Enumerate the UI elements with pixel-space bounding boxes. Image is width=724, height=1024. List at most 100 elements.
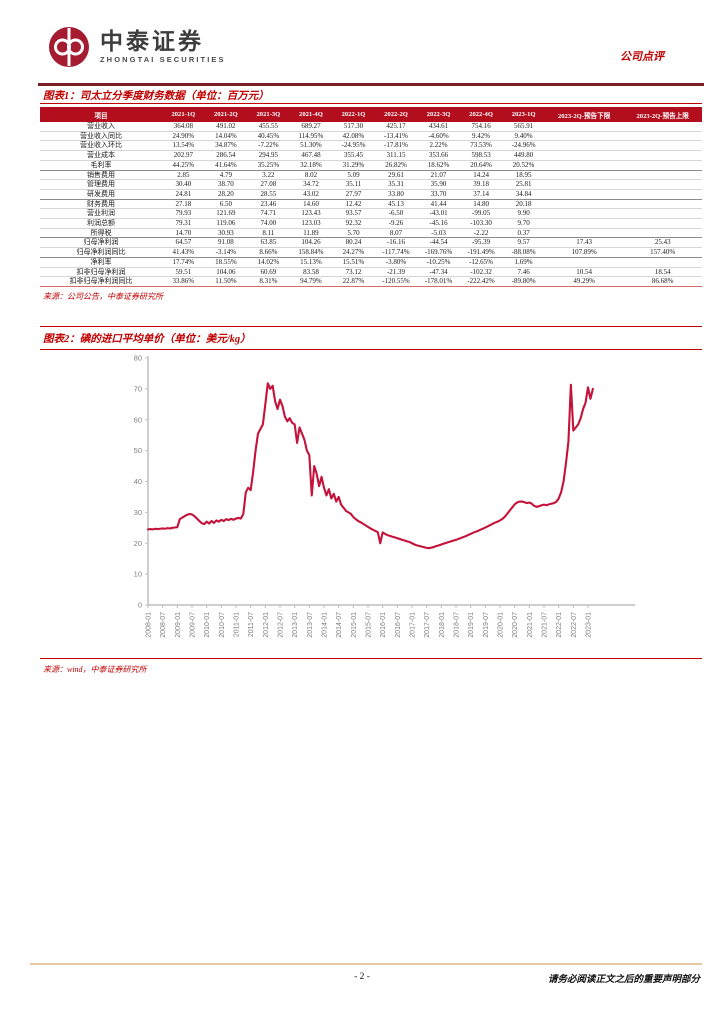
table-cell [544, 257, 624, 268]
table-cell: 425.17 [374, 122, 418, 132]
x-axis-tick-label: 2018-01 [439, 612, 446, 638]
table-cell: 14.70 [162, 228, 205, 239]
table-cell: 25.43 [623, 237, 702, 249]
table-cell: 扣非归母净利润同比 [40, 276, 163, 287]
table-row: 财务费用 27.18 6.50 23.46 14.60 12.42 45.13 41.44 14… [40, 199, 702, 210]
table-cell: 123.03 [289, 218, 333, 229]
table-cell: 23.46 [247, 199, 290, 210]
table-cell: 27.18 [162, 199, 205, 210]
table-row: 毛利率 44.25% 41.64% 35.25% 32.18% 31.29% 26.82% 1… [40, 160, 702, 171]
table-cell: 43.02 [289, 189, 333, 200]
footer-rule [30, 963, 702, 965]
table-cell: -117.74% [374, 247, 418, 258]
table-cell: 45.13 [374, 199, 418, 210]
table-row: 扣非归母净利润同比 33.86% 11.50% 8.31% 94.79% 22.87% -1… [40, 276, 702, 287]
table-cell: 11.50% [204, 276, 248, 287]
table-cell: 9.70 [502, 218, 545, 229]
table-cell [544, 208, 624, 220]
table-cell: 79.93 [162, 208, 205, 220]
table-cell: 107.89% [544, 247, 624, 258]
table-cell: -120.55% [374, 276, 418, 287]
y-axis-tick-label: 80 [134, 354, 142, 363]
table-cell: 355.45 [332, 150, 375, 161]
table-cell: 59.51 [162, 267, 205, 278]
zhongtai-logo-icon [49, 27, 89, 67]
column-header: 2021-2Q [204, 107, 248, 122]
figure1-title-underline [40, 103, 702, 104]
table-cell: 25.81 [502, 179, 545, 190]
table-cell [623, 170, 702, 181]
table-cell [544, 218, 624, 229]
figure1-title: 图表1：司太立分季度财务数据（单位：百万元） [43, 91, 269, 102]
table-cell: 12.42 [332, 199, 375, 210]
table-cell: 44.25% [162, 160, 205, 171]
x-axis-tick-label: 2010-07 [219, 612, 226, 638]
table-cell: 11.89 [289, 228, 333, 239]
table-cell: 0.37 [502, 228, 545, 239]
figure1-source: 来源：公司公告，中泰证券研究所 [43, 292, 163, 301]
table-cell [544, 170, 624, 181]
table-cell: 51.30% [289, 140, 333, 152]
table-cell: 32.18% [289, 160, 333, 171]
table-row: 研发费用 24.81 28.20 28.55 43.02 27.97 33.80 33.70 3… [40, 189, 702, 200]
x-axis-tick-label: 2023-01 [585, 612, 592, 638]
iodine-price-chart: 0 10 20 30 40 50 60 70 80 2008-01 2008-07 2009-01 20… [100, 350, 690, 656]
table-cell: 754.16 [459, 122, 503, 132]
table-cell: 5.70 [332, 228, 375, 239]
table-cell: 34.87% [204, 140, 248, 152]
zhongtai-logo: 中泰证券 ZHONGTAI SECURITIES [46, 22, 226, 70]
table-cell [544, 228, 624, 239]
x-axis-tick-label: 2021-01 [527, 612, 534, 638]
table-cell: 41.44 [417, 199, 460, 210]
table-cell: -89.80% [502, 276, 545, 287]
table-cell [623, 199, 702, 210]
table-cell: -9.26 [374, 218, 418, 229]
table-cell [544, 150, 624, 161]
table-cell: 8.07 [374, 228, 418, 239]
table-cell [623, 131, 702, 142]
y-axis-tick-label: 50 [134, 446, 142, 455]
table-cell: 449.80 [502, 150, 545, 161]
x-axis-tick-label: 2021-07 [541, 612, 548, 638]
table-cell: 598.53 [459, 150, 503, 161]
table-cell: 41.43% [162, 247, 205, 258]
table-cell: 管理费用 [40, 179, 163, 190]
figure2-title: 图表2：碘的进口平均单价（单位：美元/kg） [43, 334, 251, 345]
table-cell [544, 131, 624, 142]
footer-disclaimer: 请务必阅读正文之后的重要声明部分 [547, 975, 700, 985]
x-axis-tick-label: 2011-07 [248, 612, 255, 637]
y-axis-tick-label: 60 [134, 415, 142, 424]
table-cell: 毛利率 [40, 160, 163, 171]
column-header: 2022-1Q [332, 107, 375, 122]
column-header: 项目 [40, 107, 163, 122]
table-cell: -95.39 [459, 237, 503, 249]
table-cell: -7.22% [247, 140, 290, 152]
table-cell: 114.95% [289, 131, 333, 142]
table-cell: 销售费用 [40, 170, 163, 181]
table-cell: 9.42% [459, 131, 503, 142]
table-cell: -44.54 [417, 237, 460, 249]
table-cell: -16.16 [374, 237, 418, 249]
table-cell: 8.11 [247, 228, 290, 239]
x-axis-tick-label: 2015-01 [351, 612, 358, 638]
table-cell: 517.30 [332, 122, 375, 132]
y-axis-tick-label: 20 [134, 539, 142, 548]
table-cell: 24.81 [162, 189, 205, 200]
x-axis-tick-label: 2012-07 [277, 612, 284, 638]
table-cell: 扣非归母净利润 [40, 267, 163, 278]
table-cell: 15.51% [332, 257, 375, 268]
x-axis-tick-label: 2009-07 [189, 612, 196, 638]
table-row: 营业收入同比 24.90% 14.04% 40.45% 114.95% 42.08% -13… [40, 131, 702, 142]
table-row: 销售费用 2.85 4.79 3.22 8.02 5.09 29.61 21.07 14.24 1… [40, 170, 702, 181]
table-cell: 30.93 [204, 228, 248, 239]
table-cell: -222.42% [459, 276, 503, 287]
table-cell: -21.39 [374, 267, 418, 278]
table-cell: 33.86% [162, 276, 205, 287]
table-cell: 123.43 [289, 208, 333, 220]
figure2-bottom-rule [40, 658, 702, 659]
table-cell [544, 160, 624, 171]
x-axis-tick-label: 2013-01 [292, 612, 299, 638]
table-cell: 83.58 [289, 267, 333, 278]
table-cell: 17.74% [162, 257, 205, 268]
table-cell [544, 189, 624, 200]
